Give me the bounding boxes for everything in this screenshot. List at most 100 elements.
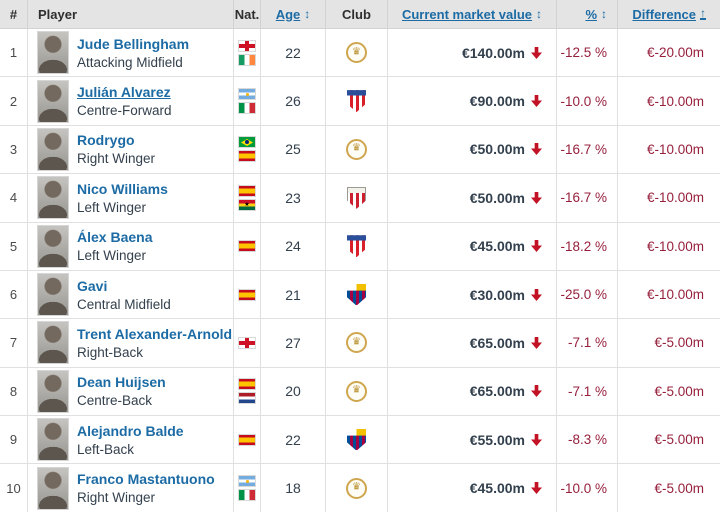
club-badge-atletico-madrid[interactable] bbox=[347, 235, 366, 258]
market-value-cell: €65.00m bbox=[388, 367, 557, 415]
player-photo[interactable] bbox=[37, 31, 69, 75]
club-badge-athletic-bilbao[interactable] bbox=[347, 186, 366, 209]
header-difference-sort-link[interactable]: Difference bbox=[632, 6, 696, 22]
player-name-link[interactable]: Álex Baena bbox=[77, 229, 153, 246]
player-name-link[interactable]: Gavi bbox=[77, 277, 108, 294]
table-row: 4 Nico Williams Left Winger 23 €50.00m -… bbox=[0, 174, 720, 223]
player-photo[interactable] bbox=[37, 273, 69, 317]
club-badge-real-madrid[interactable] bbox=[346, 477, 367, 499]
player-photo[interactable] bbox=[37, 79, 69, 123]
sort-both-icon[interactable]: ↕ bbox=[601, 7, 607, 21]
age-cell: 27 bbox=[261, 319, 326, 367]
rank-cell: 2 bbox=[0, 77, 28, 125]
club-cell bbox=[326, 174, 388, 222]
percent-change: -10.0 % bbox=[560, 480, 607, 496]
player-photo[interactable] bbox=[37, 418, 69, 462]
rank-number: 7 bbox=[9, 335, 18, 351]
club-badge-real-madrid[interactable] bbox=[346, 380, 367, 402]
club-badge-real-madrid[interactable] bbox=[346, 332, 367, 354]
sort-both-icon[interactable]: ↕ bbox=[536, 7, 543, 21]
club-badge-barcelona[interactable] bbox=[347, 428, 366, 451]
player-photo[interactable] bbox=[37, 224, 69, 268]
player-photo[interactable] bbox=[37, 127, 69, 171]
player-photo[interactable] bbox=[37, 466, 69, 510]
percent-change-cell: -18.2 % bbox=[557, 222, 618, 270]
argentina-flag bbox=[239, 476, 255, 487]
player-position: Right Winger bbox=[77, 151, 156, 167]
player-info: Trent Alexander-Arnold Right-Back bbox=[77, 326, 232, 360]
difference-value: €-10.00m bbox=[646, 238, 704, 254]
rank-number: 6 bbox=[9, 287, 18, 303]
age-cell: 22 bbox=[261, 416, 326, 464]
netherlands-flag bbox=[239, 393, 255, 404]
club-badge-atletico-madrid[interactable] bbox=[347, 90, 366, 113]
header-market-value: Current market value ↕ bbox=[388, 0, 557, 28]
difference-value: €-10.00m bbox=[646, 141, 704, 157]
market-value: €30.00m bbox=[469, 286, 525, 303]
table-row: 8 Dean Huijsen Centre-Back 20 €65.00m -7… bbox=[0, 367, 720, 416]
club-badge-real-madrid[interactable] bbox=[346, 138, 367, 160]
nationality-cell bbox=[234, 270, 261, 319]
market-value: €55.00m bbox=[469, 431, 525, 448]
player-name-link[interactable]: Nico Williams bbox=[77, 180, 168, 197]
market-value-cell: €55.00m bbox=[388, 416, 557, 464]
player-name-link[interactable]: Rodrygo bbox=[77, 132, 135, 149]
club-badge-barcelona[interactable] bbox=[347, 283, 366, 306]
club-badge-real-madrid[interactable] bbox=[346, 42, 367, 64]
difference-cell: €-5.00m bbox=[618, 416, 720, 463]
market-value-cell: €140.00m bbox=[388, 29, 557, 77]
rank-cell: 9 bbox=[0, 416, 28, 464]
player-position: Right Winger bbox=[77, 490, 156, 506]
header-player-label: Player bbox=[38, 6, 78, 22]
market-value-cell: €45.00m bbox=[388, 464, 557, 512]
rank-cell: 8 bbox=[0, 367, 28, 415]
age-value: 20 bbox=[285, 383, 301, 400]
market-value: €50.00m bbox=[469, 189, 525, 206]
market-value: €50.00m bbox=[469, 141, 525, 158]
table-row: 9 Alejandro Balde Left-Back 22 €55.00m -… bbox=[0, 416, 720, 465]
player-position: Central Midfield bbox=[77, 296, 171, 312]
player-info: Franco Mastantuono Right Winger bbox=[77, 471, 215, 505]
market-value: €65.00m bbox=[469, 334, 525, 351]
market-value-cell: €45.00m bbox=[388, 222, 557, 270]
spain-flag bbox=[239, 185, 255, 196]
player-name-link[interactable]: Dean Huijsen bbox=[77, 374, 166, 391]
player-name-link[interactable]: Julián Alvarez bbox=[77, 84, 171, 101]
club-cell bbox=[326, 464, 388, 512]
table-row: 6 Gavi Central Midfield 21 €30.00m -25.0… bbox=[0, 270, 720, 320]
header-percent-sort-link[interactable]: % bbox=[585, 6, 597, 22]
player-position: Centre-Forward bbox=[77, 103, 172, 119]
player-name-link[interactable]: Alejandro Balde bbox=[77, 422, 184, 439]
player-name-link[interactable]: Franco Mastantuono bbox=[77, 471, 215, 488]
player-position: Left-Back bbox=[77, 441, 135, 457]
sort-ascending-icon[interactable]: ↑ bbox=[700, 5, 706, 20]
header-age: Age ↕ bbox=[261, 0, 326, 28]
player-photo[interactable] bbox=[37, 369, 69, 413]
player-cell: Julián Alvarez Centre-Forward bbox=[28, 77, 234, 125]
player-cell: Rodrygo Right Winger bbox=[28, 125, 234, 174]
age-cell: 18 bbox=[261, 464, 326, 512]
sort-both-icon[interactable]: ↕ bbox=[304, 7, 311, 21]
difference-cell: €-10.00m bbox=[618, 271, 720, 318]
player-name-link[interactable]: Jude Bellingham bbox=[77, 35, 190, 52]
player-photo[interactable] bbox=[37, 321, 69, 365]
player-cell: Franco Mastantuono Right Winger bbox=[28, 464, 234, 512]
header-age-sort-link[interactable]: Age bbox=[275, 6, 301, 22]
age-value: 25 bbox=[285, 141, 301, 158]
table-row: 5 Álex Baena Left Winger 24 €45.00m -18.… bbox=[0, 222, 720, 271]
player-info: Álex Baena Left Winger bbox=[77, 229, 152, 263]
market-value-cell: €50.00m bbox=[388, 125, 557, 174]
age-cell: 25 bbox=[261, 125, 326, 174]
percent-change-cell: -12.5 % bbox=[557, 29, 618, 77]
player-photo[interactable] bbox=[37, 176, 69, 220]
club-cell bbox=[326, 222, 388, 270]
player-info: Jude Bellingham Attacking Midfield bbox=[77, 36, 189, 70]
nationality-cell bbox=[234, 125, 261, 174]
header-market-value-sort-link[interactable]: Current market value bbox=[401, 6, 533, 22]
player-cell: Dean Huijsen Centre-Back bbox=[28, 367, 234, 415]
difference-cell: €-5.00m bbox=[618, 368, 720, 415]
player-name-link[interactable]: Trent Alexander-Arnold bbox=[77, 325, 233, 342]
player-info: Rodrygo Right Winger bbox=[77, 132, 155, 166]
difference-cell: €-5.00m bbox=[618, 319, 720, 366]
percent-change-cell: -16.7 % bbox=[557, 174, 618, 222]
